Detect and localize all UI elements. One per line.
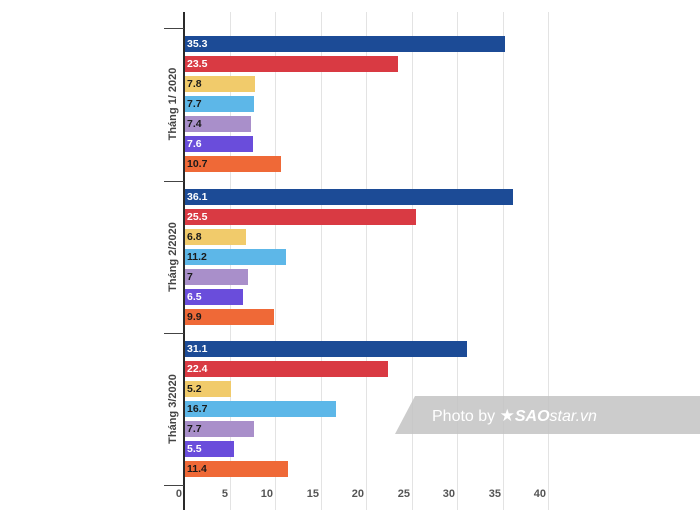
gridline (503, 12, 504, 510)
bar: 22.4 (184, 361, 388, 377)
bar-value-label: 7 (187, 271, 193, 283)
bar-value-label: 6.5 (187, 291, 202, 303)
x-tick-label: 15 (306, 488, 319, 500)
category-separator (164, 28, 184, 29)
bar: 11.4 (184, 461, 288, 477)
category-separator (164, 181, 184, 182)
x-tick-label: 0 (175, 488, 182, 500)
bar: 6.5 (184, 289, 243, 305)
bar-value-label: 6.8 (187, 231, 202, 243)
watermark-prefix: Photo by (432, 408, 500, 425)
bar-value-label: 7.7 (187, 98, 202, 110)
bar: 16.7 (184, 401, 336, 417)
gridline (321, 12, 322, 510)
bar: 31.1 (184, 341, 467, 357)
bar: 11.2 (184, 249, 286, 265)
bar-value-label: 7.8 (187, 78, 202, 90)
gridline (366, 12, 367, 510)
bar-value-label: 7.7 (187, 423, 202, 435)
gridline (412, 12, 413, 510)
x-tick-label: 5 (221, 488, 228, 500)
bar: 7 (184, 269, 248, 285)
watermark-brand: SAO (514, 408, 550, 425)
watermark-banner: Photo by ★SAOstar.vn (395, 396, 700, 434)
gridline (548, 12, 549, 510)
bar: 7.6 (184, 136, 253, 152)
bar: 25.5 (184, 209, 416, 225)
x-tick-label: 10 (260, 488, 273, 500)
bar-value-label: 5.5 (187, 443, 202, 455)
bar-value-label: 36.1 (187, 191, 208, 203)
category-label: Tháng 2/2020 (167, 222, 179, 292)
watermark-suffix: star.vn (549, 408, 597, 425)
bar: 7.8 (184, 76, 255, 92)
bar-value-label: 35.3 (187, 38, 208, 50)
bar: 5.2 (184, 381, 231, 397)
bar: 5.5 (184, 441, 234, 457)
bar: 7.4 (184, 116, 251, 132)
star-icon: ★ (499, 406, 515, 425)
bar-value-label: 31.1 (187, 343, 208, 355)
y-axis-line (183, 12, 185, 510)
bar: 9.9 (184, 309, 274, 325)
bar-value-label: 16.7 (187, 403, 208, 415)
x-tick-label: 20 (351, 488, 364, 500)
x-tick-label: 30 (442, 488, 455, 500)
category-label: Tháng 3/2020 (167, 374, 179, 444)
bar: 23.5 (184, 56, 398, 72)
category-separator (164, 485, 184, 486)
category-separator (164, 333, 184, 334)
bar: 10.7 (184, 156, 281, 172)
bar: 7.7 (184, 96, 254, 112)
bar-value-label: 5.2 (187, 383, 202, 395)
bar: 6.8 (184, 229, 246, 245)
bar-value-label: 7.6 (187, 138, 202, 150)
bar-value-label: 11.4 (187, 463, 207, 475)
bar-value-label: 25.5 (187, 211, 208, 223)
bar-value-label: 9.9 (187, 311, 202, 323)
bar: 35.3 (184, 36, 505, 52)
bar: 36.1 (184, 189, 513, 205)
bar-value-label: 11.2 (187, 251, 207, 263)
bar-value-label: 7.4 (187, 118, 202, 130)
bar-value-label: 10.7 (187, 158, 208, 170)
watermark-text: Photo by ★SAOstar.vn (432, 406, 597, 426)
x-tick-label: 35 (488, 488, 501, 500)
bar: 7.7 (184, 421, 254, 437)
gridline (457, 12, 458, 510)
bar-value-label: 22.4 (187, 363, 208, 375)
category-label: Tháng 1/ 2020 (167, 67, 179, 141)
bar-value-label: 23.5 (187, 58, 208, 70)
x-tick-label: 25 (397, 488, 410, 500)
x-tick-label: 40 (533, 488, 546, 500)
